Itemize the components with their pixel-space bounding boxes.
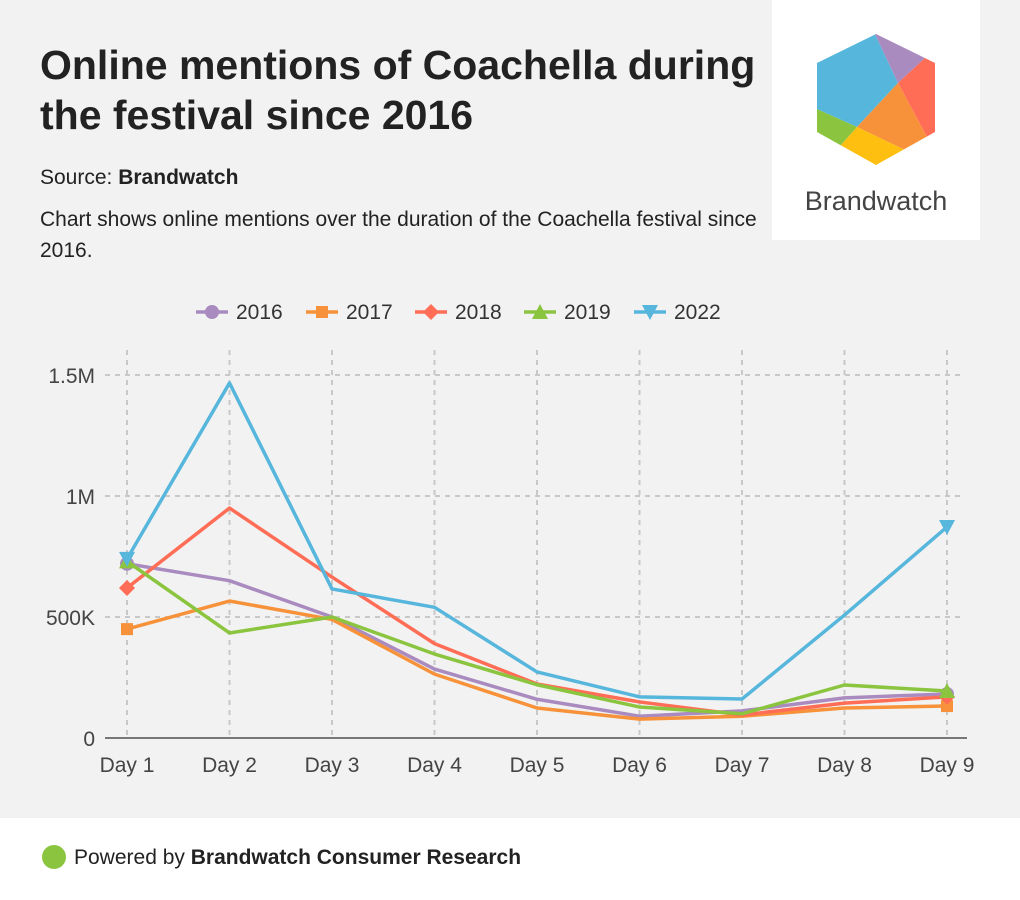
y-tick-label: 1.5M [48,365,95,388]
chart-description: Chart shows online mentions over the dur… [40,208,757,262]
x-axis: Day 1 Day 2 Day 3 Day 4 Day 5 Day 6 Day 7 Day 8… [100,737,975,777]
source-label: Source: [40,166,113,189]
source-name: Brandwatch [118,166,239,189]
footer: Powered by Brandwatch Consumer Research [0,818,1020,900]
grid [105,350,965,738]
legend-label: 2018 [455,301,502,324]
hexagon-logo-icon [817,34,935,165]
data-point-marker [119,551,135,567]
x-tick-label: Day 1 [100,754,155,777]
series-line-2022 [125,381,949,701]
legend-item-2017: 2017 [306,301,393,324]
green-dot-icon [42,845,66,869]
y-axis: 0 500K 1M 1.5M [46,365,95,751]
y-tick-label: 0 [83,728,95,751]
legend-item-2022: 2022 [634,301,721,324]
x-tick-label: Day 5 [510,754,565,777]
series-line-2017 [126,599,948,721]
legend-marker-icon [205,305,219,319]
legend-item-2016: 2016 [196,301,283,324]
legend-label: 2017 [346,301,393,324]
x-tick-label: Day 3 [305,754,360,777]
powered-by-text: Powered by Brandwatch Consumer Research [74,846,521,870]
data-point-marker [121,623,133,636]
legend-label: 2016 [236,301,283,324]
data-point-marker [119,579,135,596]
page-title: Online mentions of Coachella during the … [40,42,756,138]
series-line-2016 [126,562,948,718]
legend-marker-icon [532,304,548,319]
series-2017 [121,599,953,721]
powered-by-prefix: Powered by [74,846,185,869]
brandwatch-logo: Brandwatch [772,0,980,240]
source-line: Source: Brandwatch [40,166,238,190]
y-tick-label: 500K [46,607,95,630]
legend-marker-icon [642,305,658,320]
y-tick-label: 1M [66,486,95,509]
x-tick-label: Day 6 [612,754,667,777]
data-point-marker [941,700,953,713]
legend-item-2018: 2018 [415,301,502,324]
legend-marker-icon [423,304,439,320]
series-line-2019 [125,559,948,716]
legend-label: 2019 [564,301,611,324]
series-group [119,381,955,721]
legend: 2016 2017 2018 2019 2022 [196,301,721,324]
x-tick-label: Day 4 [407,754,462,777]
x-tick-label: Day 9 [920,754,975,777]
x-tick-label: Day 2 [202,754,257,777]
legend-marker-icon [316,306,328,318]
legend-item-2019: 2019 [524,301,611,324]
legend-label: 2022 [674,301,721,324]
logo-text: Brandwatch [804,186,948,216]
data-point-marker [939,519,955,535]
powered-by-brand: Brandwatch Consumer Research [190,846,522,869]
x-tick-label: Day 8 [817,754,872,777]
series-2022 [119,381,955,701]
data-point-marker [939,683,955,699]
x-tick-label: Day 7 [715,754,770,777]
